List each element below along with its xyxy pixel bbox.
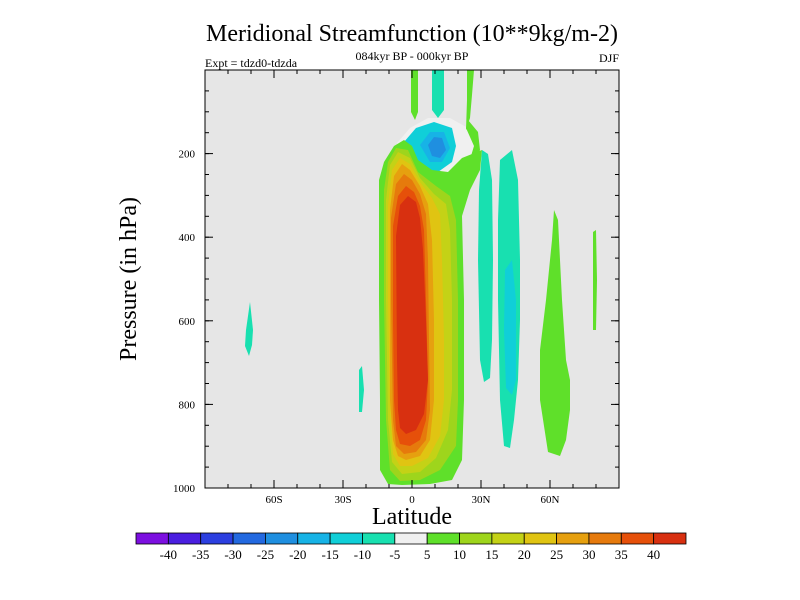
expt-label: Expt = tdzd0-tdzda: [205, 56, 298, 70]
colorbar-label: -10: [354, 547, 371, 562]
x-tick-label: 0: [409, 494, 415, 506]
colorbar-swatch: [265, 532, 299, 545]
spot-70s-cyan: [245, 302, 253, 356]
colorbar-swatch: [491, 532, 525, 545]
chart-subtitle: 084kyr BP - 000kyr BP: [356, 49, 469, 63]
colorbar-swatch: [297, 532, 331, 545]
y-axis-label: Pressure (in hPa): [116, 197, 142, 361]
colorbar-label: -25: [257, 547, 274, 562]
y-tick-label: 800: [179, 399, 196, 411]
colorbar-label: -40: [160, 547, 177, 562]
y-tick-label: 200: [179, 149, 196, 161]
colorbar-label: -35: [192, 547, 209, 562]
colorbar-label: 40: [647, 547, 660, 562]
x-tick-label: 30N: [472, 494, 491, 506]
colorbar-label: -30: [224, 547, 241, 562]
colorbar-swatch: [523, 532, 557, 545]
colorbar-label: 30: [582, 547, 595, 562]
season-label: DJF: [599, 51, 619, 65]
x-tick-label: 60S: [265, 494, 282, 506]
colorbar-swatch: [394, 532, 428, 545]
sliver-80n-green: [593, 230, 597, 330]
upper-thin-green-right: [466, 70, 474, 130]
upper-cyan-column: [432, 70, 444, 118]
colorbar-label: 25: [550, 547, 563, 562]
colorbar-label: 15: [485, 547, 498, 562]
colorbar-label: 20: [518, 547, 531, 562]
colorbar: -40 -35 -30 -25 -20 -15 -10 -5 5 10 15 20 25 30 35 40: [135, 532, 687, 562]
contour-fills: [245, 70, 597, 485]
x-tick-label: 30S: [334, 494, 351, 506]
colorbar-label: 10: [453, 547, 466, 562]
colorbar-swatch: [329, 532, 363, 545]
colorbar-label: -20: [289, 547, 306, 562]
colorbar-swatch: [200, 532, 234, 545]
y-tick-label: 600: [179, 316, 196, 328]
colorbar-swatch: [556, 532, 590, 545]
colorbar-swatch: [588, 532, 622, 545]
colorbar-swatch: [426, 532, 460, 545]
band-60n-green: [540, 210, 570, 456]
colorbar-swatch: [653, 532, 687, 545]
spot-20s-cyan: [359, 366, 364, 412]
colorbar-label: 5: [424, 547, 431, 562]
axes: 60S 30S 0 30N 60N 200 400 600 800 1000: [173, 70, 619, 506]
y-tick-label: 400: [179, 232, 196, 244]
colorbar-swatch: [167, 532, 202, 545]
x-axis-label: Latitude: [372, 504, 452, 530]
band-40n-blue: [504, 260, 516, 395]
cell-level-40: [396, 196, 428, 434]
colorbar-swatch: [135, 532, 169, 545]
colorbar-swatch: [232, 532, 266, 545]
colorbar-label: 35: [615, 547, 628, 562]
y-tick-label: 1000: [173, 483, 196, 495]
upper-thin-green-left: [411, 70, 418, 120]
band-30n-cyan: [478, 150, 493, 382]
x-tick-label: 60N: [541, 494, 560, 506]
colorbar-swatch: [362, 532, 396, 545]
negative-cell-25: [428, 137, 446, 158]
colorbar-label: -15: [321, 547, 338, 562]
colorbar-swatch: [620, 532, 655, 545]
colorbar-label: -5: [389, 547, 400, 562]
colorbar-swatch: [459, 532, 493, 545]
chart-title: Meridional Streamfunction (10**9kg/m-2): [206, 21, 618, 47]
